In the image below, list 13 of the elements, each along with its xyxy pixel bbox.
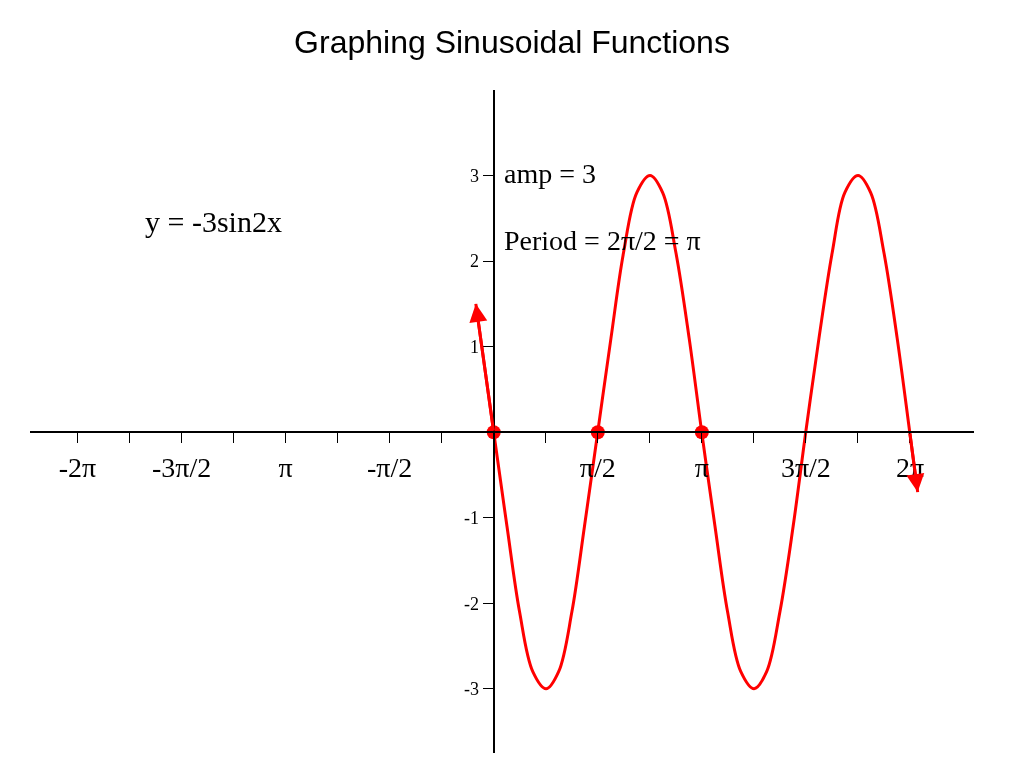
x-tick-label: -π/2	[367, 451, 413, 483]
x-tick-label: π	[278, 451, 293, 483]
y-tick-label: 1	[470, 336, 480, 357]
y-tick-label: 3	[470, 165, 480, 186]
y-tick-label: -1	[464, 508, 480, 529]
annotation: amp = 3	[504, 158, 596, 189]
y-tick-label: 2	[470, 251, 480, 272]
chart-title: Graphing Sinusoidal Functions	[294, 24, 730, 61]
annotation: y = -3sin2x	[145, 205, 282, 238]
y-tick-label: -3	[464, 679, 480, 700]
x-tick-label: -3π/2	[151, 451, 212, 483]
y-tick-label: -2	[464, 593, 480, 614]
x-tick-label: -2π	[58, 451, 97, 483]
